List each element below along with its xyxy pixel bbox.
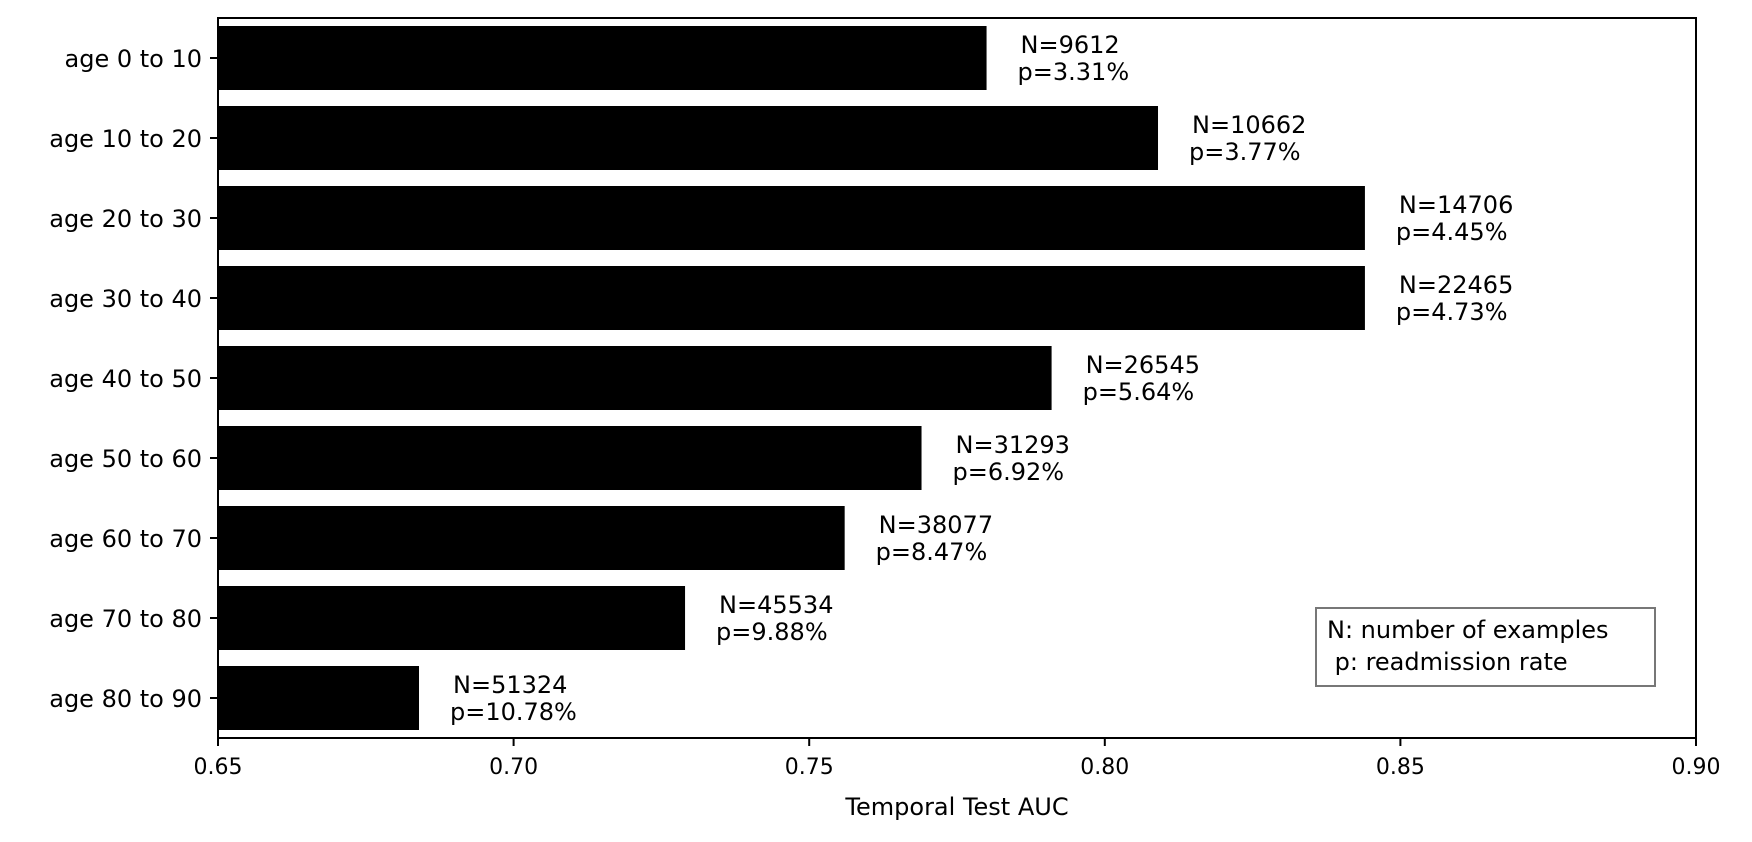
- bar-annotation-p: p=5.64%: [1083, 378, 1195, 406]
- bar: [218, 186, 1365, 250]
- bar-annotation-n: N=38077: [879, 511, 993, 539]
- y-tick-label: age 30 to 40: [49, 285, 202, 313]
- x-tick-label: 0.65: [194, 755, 243, 780]
- bar-annotation-n: N=14706: [1399, 191, 1513, 219]
- bar-annotation-n: N=22465: [1399, 271, 1513, 299]
- legend-entry-n: N: number of examples: [1327, 616, 1609, 644]
- bar: [218, 266, 1365, 330]
- bar-annotation-n: N=31293: [956, 431, 1070, 459]
- legend: N: number of examples p: readmission rat…: [1315, 607, 1656, 687]
- x-tick-label: 0.70: [489, 755, 538, 780]
- bar-annotation-n: N=10662: [1192, 111, 1306, 139]
- x-axis-label: Temporal Test AUC: [844, 793, 1068, 821]
- y-tick-label: age 50 to 60: [49, 445, 202, 473]
- bar-annotation-p: p=4.45%: [1396, 218, 1508, 246]
- y-tick-label: age 80 to 90: [49, 685, 202, 713]
- legend-box: [1315, 607, 1656, 687]
- y-tick-label: age 40 to 50: [49, 365, 202, 393]
- y-tick-label: age 10 to 20: [49, 125, 202, 153]
- y-tick-label: age 20 to 30: [49, 205, 202, 233]
- bar-annotation-n: N=51324: [453, 671, 567, 699]
- bar-annotation-p: p=10.78%: [450, 698, 577, 726]
- plot-frame: [217, 17, 1697, 739]
- x-tick-label: 0.75: [785, 755, 834, 780]
- bar-annotation-p: p=3.77%: [1189, 138, 1301, 166]
- bar-annotation-p: p=3.31%: [1018, 58, 1130, 86]
- bar-annotation-n: N=9612: [1021, 31, 1120, 59]
- y-tick-label: age 0 to 10: [65, 45, 203, 73]
- x-tick-label: 0.85: [1376, 755, 1425, 780]
- bar-annotation-p: p=4.73%: [1396, 298, 1508, 326]
- bar-annotation-p: p=8.47%: [876, 538, 988, 566]
- bar: [218, 346, 1052, 410]
- bar-annotation-p: p=9.88%: [716, 618, 828, 646]
- bar-annotation-n: N=45534: [719, 591, 833, 619]
- bar: [218, 586, 686, 650]
- y-axis-ticks: age 0 to 10 age 10 to 20 age 20 to 30 age 3…: [49, 45, 218, 713]
- x-tick-label: 0.80: [1080, 755, 1129, 780]
- bar-annotation-n: N=26545: [1086, 351, 1200, 379]
- y-tick-label: age 60 to 70: [49, 525, 202, 553]
- x-tick-label: 0.90: [1672, 755, 1721, 780]
- y-tick-label: age 70 to 80: [49, 605, 202, 633]
- bar: [218, 26, 987, 90]
- legend-entry-p: p: readmission rate: [1327, 648, 1568, 676]
- bar: [218, 106, 1159, 170]
- bar: [218, 426, 922, 490]
- bars-group: [218, 26, 1365, 730]
- x-axis-ticks: 0.65 0.70 0.75 0.80 0.85 0.90: [194, 738, 1721, 780]
- bar: [218, 666, 420, 730]
- bar-annotation-p: p=6.92%: [953, 458, 1065, 486]
- bar: [218, 506, 845, 570]
